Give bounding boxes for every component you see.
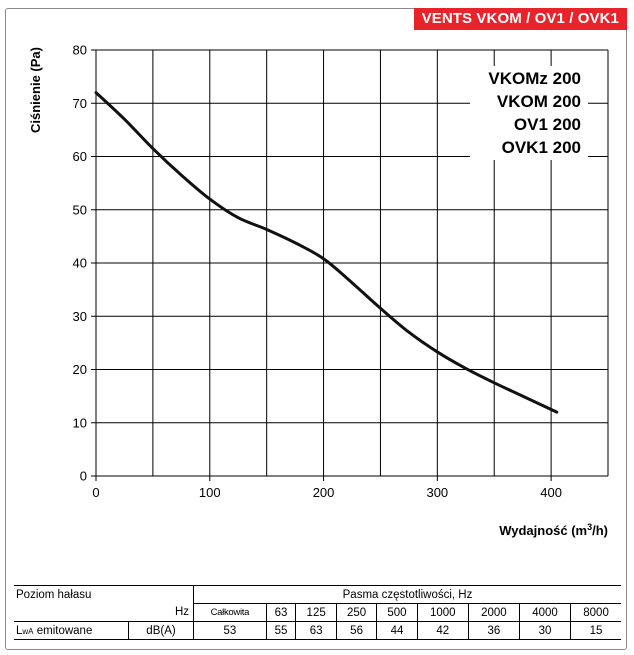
y-tick-label: 60	[73, 149, 87, 164]
y-axis-label: Ciśnienie (Pa)	[28, 47, 43, 133]
band-label: Całkowita	[193, 603, 267, 622]
model-label: VKOMz 200	[488, 69, 581, 88]
model-label: VKOM 200	[497, 92, 581, 111]
y-tick-label: 20	[73, 362, 87, 377]
y-tick-label: 40	[73, 256, 87, 271]
y-tick-label: 80	[73, 43, 87, 58]
band-label: 4000	[518, 603, 572, 622]
bands-header: Pasma częstotliwości, Hz	[193, 585, 621, 604]
band-label: 63	[265, 603, 297, 622]
x-tick-label: 100	[199, 485, 221, 500]
lwa-sub: wA	[22, 626, 34, 636]
model-label: OVK1 200	[502, 138, 581, 157]
hz-label: Hz	[14, 603, 194, 622]
lwa-main: L	[16, 624, 23, 637]
band-label: 500	[376, 603, 418, 622]
y-tick-label: 0	[80, 469, 87, 484]
grid-lines	[91, 49, 609, 481]
pressure-chart: 0 10 20 30 40 50 60 70 80 0 100 200 300 400 Ciśnieni…	[28, 43, 609, 538]
band-value: 36	[467, 621, 520, 640]
band-value: 56	[335, 621, 378, 640]
x-tick-label: 200	[313, 485, 335, 500]
band-value: 42	[416, 621, 469, 640]
band-label: 125	[295, 603, 337, 622]
lwa-label: LwA emitowane	[14, 621, 129, 640]
x-axis-label-end: /h)	[592, 523, 608, 538]
model-legend: VKOMz 200 VKOM 200 OV1 200 OVK1 200	[488, 69, 581, 157]
x-tick-labels: 0 100 200 300 400	[92, 485, 562, 500]
noise-level-label: Poziom hałasu	[14, 585, 194, 604]
x-axis-label-main: Wydajność (m	[499, 523, 587, 538]
band-value: 15	[570, 621, 621, 640]
band-value: 30	[518, 621, 572, 640]
band-value: 63	[295, 621, 337, 640]
band-row: Hz Całkowita 63 125 250 500 1000 2000 4000 8000	[14, 603, 621, 622]
band-value: 44	[376, 621, 418, 640]
x-axis-label-sup: 3	[587, 522, 592, 532]
product-badge: VENTS VKOM / OV1 / OVK1	[413, 8, 627, 30]
model-label: OV1 200	[514, 115, 581, 134]
x-tick-label: 0	[92, 485, 99, 500]
pressure-curve	[94, 91, 559, 414]
y-tick-label: 70	[73, 96, 87, 111]
y-tick-label: 50	[73, 202, 87, 217]
model-legend-box	[470, 66, 588, 160]
y-tick-labels: 0 10 20 30 40 50 60 70 80	[73, 43, 87, 484]
band-label: 8000	[570, 603, 621, 622]
lwa-rest: emitowane	[33, 624, 93, 637]
band-label: 1000	[416, 603, 469, 622]
chart-frame	[5, 8, 627, 650]
band-value: 53	[193, 621, 267, 640]
x-axis-label: Wydajność (m3/h)	[499, 522, 608, 538]
y-tick-label: 30	[73, 309, 87, 324]
value-row: LwA emitowane dB(A) 53 55 63 56 44 42 36 30 15	[14, 621, 621, 640]
band-value: 55	[265, 621, 297, 640]
x-tick-label: 300	[426, 485, 448, 500]
noise-table: Poziom hałasu Pasma częstotliwości, Hz H…	[14, 585, 621, 640]
band-label: 2000	[467, 603, 520, 622]
band-label: 250	[335, 603, 378, 622]
unit-label: dB(A)	[128, 621, 194, 640]
x-tick-label: 400	[540, 485, 562, 500]
y-tick-label: 10	[73, 415, 87, 430]
